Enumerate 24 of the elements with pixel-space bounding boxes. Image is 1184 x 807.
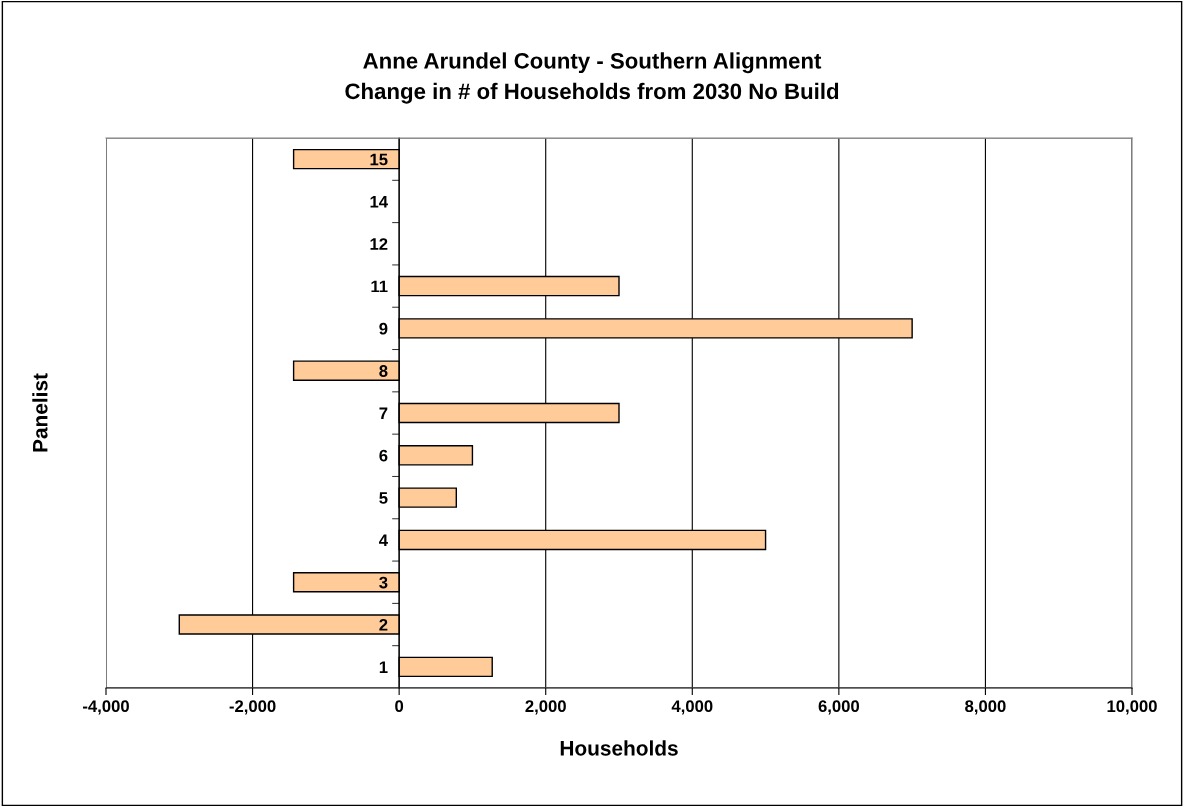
y-tick-label: 6 — [379, 449, 388, 462]
y-axis-title: Panelist — [32, 373, 48, 452]
x-tick-label: -2,000 — [229, 700, 276, 715]
x-tick-label: -4,000 — [83, 700, 129, 715]
x-tick-label: 10,000 — [1107, 700, 1157, 715]
y-tick-label: 2 — [379, 618, 388, 631]
x-tick-label: 6,000 — [818, 700, 860, 715]
y-tick-label: 15 — [370, 153, 388, 166]
y-tick-label: 8 — [379, 365, 388, 377]
y-tick-label: 11 — [371, 280, 388, 293]
x-axis-title: Households — [560, 740, 678, 756]
chart-title: Anne Arundel County - Southern Alignment Change in # of Households from 2030 No Build — [345, 52, 839, 104]
y-tick-label: 7 — [379, 407, 388, 420]
y-tick-label: 9 — [379, 322, 388, 335]
x-tick-label: 8,000 — [965, 700, 1006, 715]
y-tick-label: 1 — [379, 661, 388, 673]
x-tick-label: 4,000 — [671, 700, 713, 715]
y-tick-label: 5 — [379, 492, 388, 504]
y-tick-label: 4 — [379, 534, 388, 546]
x-tick-label: 0 — [395, 700, 404, 713]
y-tick-label: 3 — [379, 576, 388, 589]
y-tick-label: 12 — [370, 238, 388, 250]
x-tick-label: 2,000 — [525, 700, 566, 715]
y-tick-label: 14 — [370, 196, 388, 208]
